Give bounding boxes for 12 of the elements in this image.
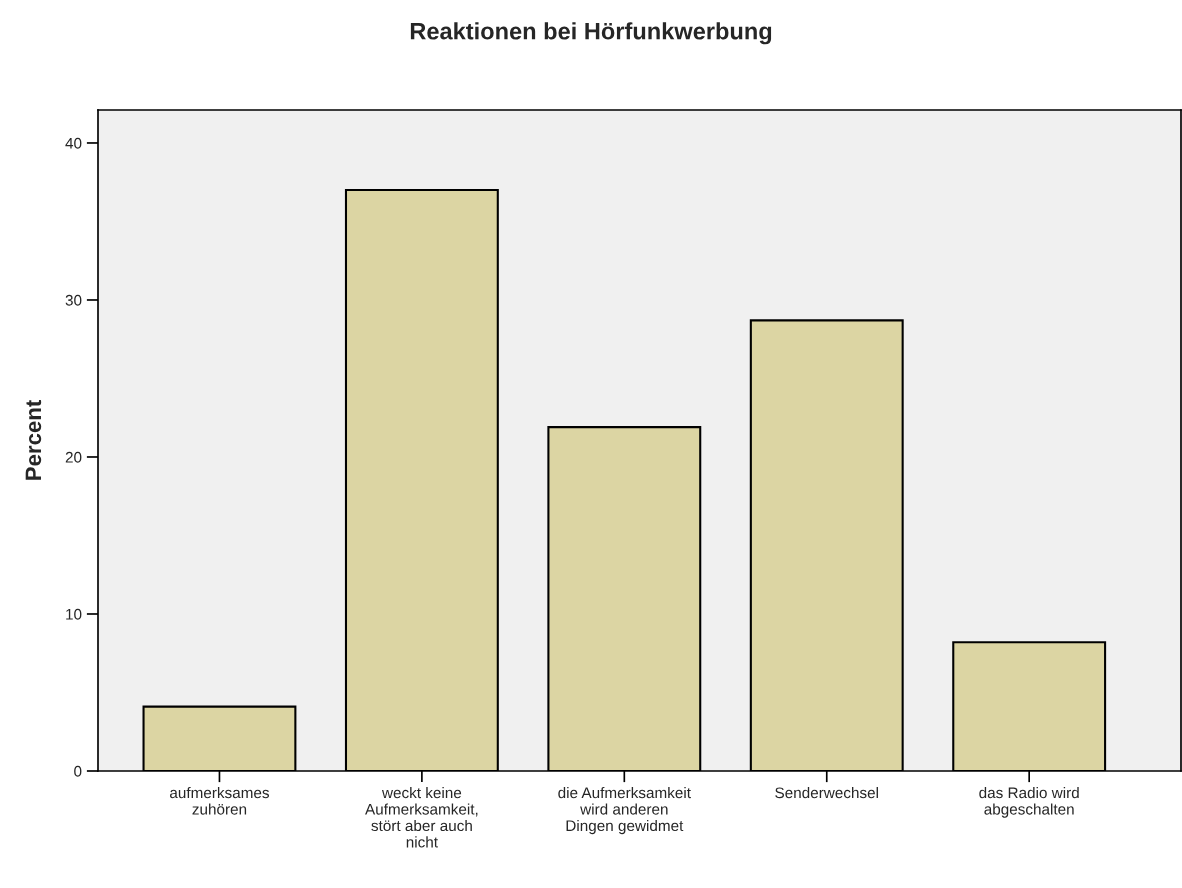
x-tick-label: das Radio wird abgeschalten — [979, 786, 1079, 818]
y-tick-label: 0 — [74, 765, 82, 777]
y-axis-title: Percent — [25, 400, 42, 480]
y-tick-label: 30 — [65, 294, 82, 306]
x-tick-label: aufmerksames zuhören — [170, 786, 269, 815]
x-tick-label: weckt keine Aufmerksamkeit, stört aber auch nicht — [365, 786, 478, 848]
x-tick-label: Senderwechsel — [775, 786, 878, 799]
x-tick-label: die Aufmerksamkeit wird anderen Dingen gewidmet — [558, 786, 691, 835]
y-tick-label: 20 — [65, 451, 82, 463]
y-tick-label: 10 — [66, 608, 82, 620]
chart-title: Reaktionen bei Hörfunkwerbung — [410, 22, 772, 45]
y-tick-label: 40 — [65, 137, 82, 149]
